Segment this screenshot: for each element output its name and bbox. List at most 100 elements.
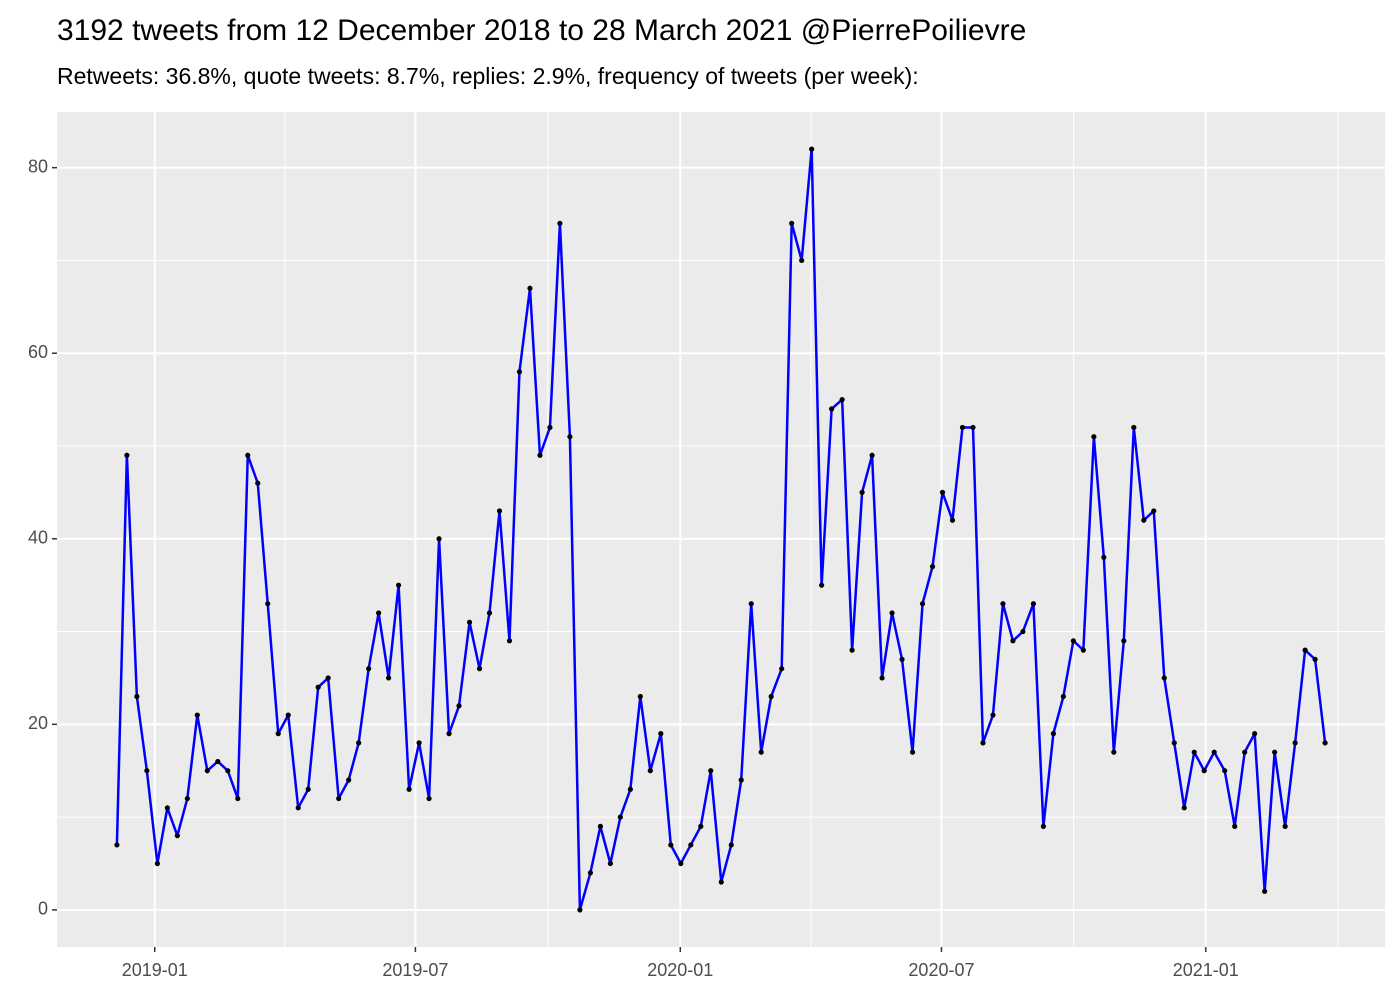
data-point — [1010, 638, 1016, 644]
data-point — [466, 619, 473, 625]
data-point — [506, 638, 513, 644]
y-tick-label: 0 — [38, 899, 48, 919]
data-point — [949, 517, 956, 523]
data-point — [496, 508, 503, 514]
x-tick-label: 2021-01 — [1173, 960, 1239, 980]
data-point — [245, 452, 251, 458]
data-point — [285, 712, 291, 718]
data-point — [144, 768, 150, 774]
data-point — [1040, 823, 1047, 829]
data-point — [376, 610, 382, 616]
data-point — [516, 369, 523, 375]
chart-subtitle: Retweets: 36.8%, quote tweets: 8.7%, rep… — [57, 63, 919, 89]
data-point — [1070, 638, 1076, 644]
data-point — [1282, 823, 1288, 829]
data-point — [295, 805, 301, 811]
data-point — [1121, 638, 1127, 644]
data-point — [1312, 656, 1318, 662]
x-tick-label: 2019-07 — [382, 960, 448, 980]
data-point — [225, 768, 231, 774]
data-point — [819, 582, 825, 588]
data-point — [1151, 508, 1157, 514]
data-point — [919, 601, 926, 607]
data-point — [1101, 554, 1107, 560]
data-point — [577, 907, 583, 913]
data-point — [829, 406, 835, 412]
data-point — [1020, 628, 1026, 635]
data-point — [839, 397, 845, 403]
chart-title: 3192 tweets from 12 December 2018 to 28 … — [57, 14, 1026, 47]
data-point — [597, 823, 603, 829]
data-point — [406, 786, 412, 792]
data-point — [668, 842, 674, 848]
data-point — [779, 666, 785, 672]
data-point — [1191, 749, 1197, 755]
data-point — [658, 731, 664, 737]
data-point — [255, 480, 261, 486]
data-point — [889, 610, 895, 616]
data-point — [346, 777, 352, 783]
x-tick-label: 2019-01 — [122, 960, 188, 980]
y-tick-label: 80 — [28, 156, 48, 176]
data-point — [678, 860, 684, 867]
data-point — [708, 768, 714, 774]
data-point — [627, 786, 633, 792]
panel — [57, 112, 1385, 947]
data-point — [1222, 768, 1228, 774]
data-point — [1201, 768, 1207, 774]
data-point — [1322, 740, 1328, 746]
y-tick-label: 40 — [28, 528, 48, 548]
data-point — [305, 786, 311, 792]
data-point — [366, 666, 372, 672]
data-point — [939, 489, 946, 495]
data-point — [315, 684, 321, 690]
data-point — [557, 220, 563, 226]
data-point — [456, 703, 462, 709]
data-point — [799, 257, 805, 264]
data-point — [1161, 675, 1167, 681]
data-point — [1060, 693, 1066, 700]
data-point — [386, 675, 392, 681]
data-point — [1292, 740, 1298, 746]
data-point — [1171, 740, 1177, 746]
x-tick-label: 2020-01 — [647, 960, 713, 980]
data-point — [527, 285, 533, 291]
data-point — [647, 768, 653, 774]
data-point — [1141, 517, 1147, 523]
data-point — [849, 647, 855, 653]
data-point — [1080, 647, 1086, 653]
data-point — [194, 712, 200, 718]
data-point — [204, 768, 210, 774]
data-point — [899, 656, 905, 662]
data-point — [164, 805, 170, 811]
data-point — [1050, 731, 1056, 737]
data-point — [698, 823, 704, 829]
data-point — [1252, 731, 1258, 737]
data-point — [688, 842, 694, 848]
data-point — [748, 601, 754, 607]
data-point — [124, 452, 130, 458]
data-point — [275, 731, 281, 737]
data-point — [718, 879, 724, 885]
data-point — [184, 795, 190, 802]
data-point — [235, 795, 241, 802]
data-point — [728, 842, 734, 848]
x-tick-label: 2020-07 — [908, 960, 974, 980]
data-point — [617, 814, 623, 820]
data-point — [356, 740, 362, 746]
data-point — [537, 452, 543, 458]
data-point — [134, 693, 140, 700]
data-point — [547, 424, 553, 431]
data-point — [1262, 888, 1268, 894]
data-point — [768, 693, 774, 700]
data-point — [265, 601, 271, 607]
y-tick-label: 60 — [28, 342, 48, 362]
data-point — [215, 758, 221, 765]
data-point — [1091, 434, 1097, 440]
data-point — [587, 870, 594, 876]
y-tick-label: 20 — [28, 713, 48, 733]
data-point — [869, 452, 875, 458]
data-point — [970, 424, 976, 431]
data-point — [476, 666, 483, 672]
